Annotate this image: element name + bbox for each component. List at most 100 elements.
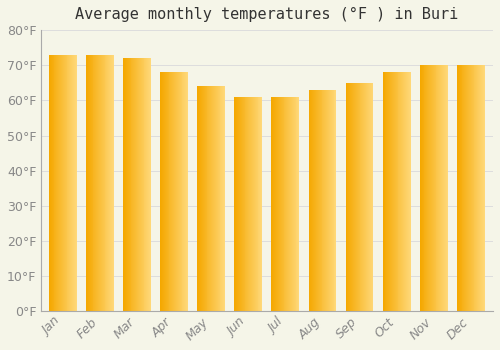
Bar [318, 90, 320, 312]
Bar [443, 65, 444, 312]
Bar [202, 86, 203, 312]
Bar [238, 97, 239, 312]
Bar [460, 65, 462, 312]
Bar [237, 97, 238, 312]
Bar [346, 83, 348, 312]
Bar [365, 83, 366, 312]
Bar [480, 65, 481, 312]
Bar [290, 97, 291, 312]
Bar [362, 83, 364, 312]
Bar [277, 97, 278, 312]
Bar [244, 97, 246, 312]
Bar [429, 65, 430, 312]
Bar [407, 72, 408, 312]
Bar [216, 86, 218, 312]
Bar [98, 55, 99, 312]
Bar [128, 58, 130, 312]
Bar [457, 65, 458, 312]
Bar [88, 55, 89, 312]
Bar [388, 72, 389, 312]
Bar [483, 65, 484, 312]
Bar [140, 58, 141, 312]
Bar [433, 65, 434, 312]
Bar [61, 55, 62, 312]
Bar [316, 90, 317, 312]
Bar [386, 72, 388, 312]
Bar [395, 72, 396, 312]
Bar [52, 55, 54, 312]
Bar [272, 97, 274, 312]
Bar [56, 55, 58, 312]
Bar [170, 72, 172, 312]
Bar [211, 86, 212, 312]
Bar [135, 58, 136, 312]
Bar [280, 97, 281, 312]
Bar [368, 83, 369, 312]
Bar [124, 58, 125, 312]
Bar [136, 58, 137, 312]
Bar [75, 55, 76, 312]
Bar [310, 90, 312, 312]
Bar [356, 83, 358, 312]
Bar [293, 97, 294, 312]
Bar [71, 55, 72, 312]
Bar [467, 65, 468, 312]
Bar [123, 58, 124, 312]
Bar [200, 86, 201, 312]
Bar [326, 90, 327, 312]
Bar [210, 86, 211, 312]
Bar [178, 72, 180, 312]
Bar [216, 86, 217, 312]
Bar [315, 90, 316, 312]
Bar [127, 58, 128, 312]
Bar [389, 72, 390, 312]
Bar [403, 72, 404, 312]
Bar [111, 55, 112, 312]
Bar [352, 83, 353, 312]
Bar [215, 86, 216, 312]
Bar [187, 72, 188, 312]
Bar [405, 72, 406, 312]
Bar [76, 55, 77, 312]
Bar [382, 72, 384, 312]
Bar [478, 65, 479, 312]
Bar [94, 55, 96, 312]
Bar [282, 97, 284, 312]
Bar [218, 86, 220, 312]
Bar [353, 83, 354, 312]
Bar [172, 72, 173, 312]
Bar [474, 65, 476, 312]
Bar [320, 90, 322, 312]
Bar [176, 72, 177, 312]
Bar [113, 55, 114, 312]
Bar [110, 55, 111, 312]
Bar [74, 55, 75, 312]
Bar [239, 97, 240, 312]
Bar [420, 65, 421, 312]
Bar [445, 65, 446, 312]
Bar [250, 97, 251, 312]
Bar [144, 58, 146, 312]
Bar [420, 65, 422, 312]
Bar [354, 83, 355, 312]
Bar [313, 90, 314, 312]
Bar [138, 58, 139, 312]
Bar [348, 83, 350, 312]
Bar [438, 65, 440, 312]
Bar [351, 83, 352, 312]
Bar [255, 97, 256, 312]
Bar [426, 65, 427, 312]
Bar [372, 83, 374, 312]
Bar [240, 97, 241, 312]
Bar [252, 97, 253, 312]
Bar [214, 86, 215, 312]
Bar [325, 90, 326, 312]
Bar [174, 72, 175, 312]
Bar [146, 58, 148, 312]
Bar [149, 58, 150, 312]
Bar [424, 65, 426, 312]
Bar [180, 72, 182, 312]
Bar [234, 97, 236, 312]
Bar [314, 90, 315, 312]
Bar [63, 55, 64, 312]
